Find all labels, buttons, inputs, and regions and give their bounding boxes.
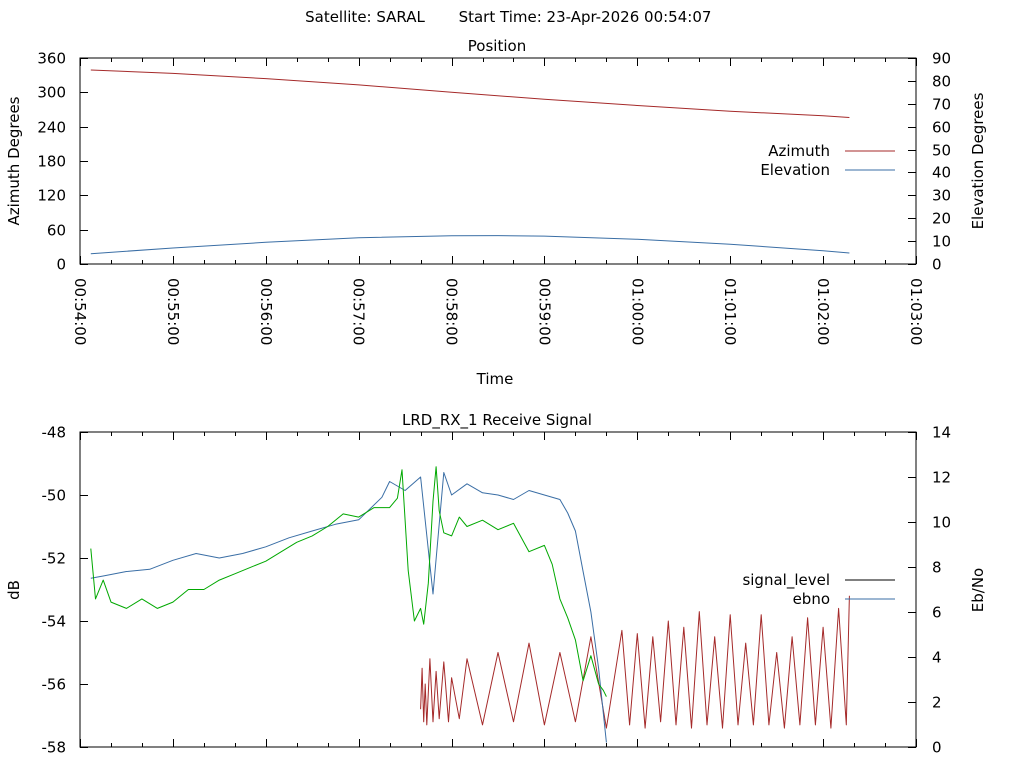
position-axes: 00:54:00 00:55:00 00:56:00 00:57:00 00:58:00… (37, 50, 951, 346)
satellite-label: Satellite: SARAL (305, 8, 425, 26)
receive-series (90, 466, 850, 743)
azimuth-axis-label: Azimuth Degrees (5, 96, 23, 225)
receive-series-2-line (90, 466, 607, 697)
position-x-tick-label: 01:01:00 (721, 278, 739, 345)
position-azimuth-line (90, 69, 850, 118)
position-legend: Azimuth Elevation (760, 142, 895, 179)
position-y2-tick-label: 60 (932, 119, 951, 137)
receive-y-tick-label: -52 (42, 550, 67, 568)
receive-y-tick-label: -48 (42, 424, 67, 442)
legend-azimuth-label: Azimuth (768, 142, 830, 160)
position-y2-tick-label: 70 (932, 96, 951, 114)
start-time-label: Start Time: 23-Apr-2026 00:54:07 (459, 8, 712, 26)
position-x-axis-label: Time (476, 370, 514, 388)
position-x-tick-label: 00:56:00 (257, 278, 275, 345)
position-y2-tick-label: 80 (932, 73, 951, 91)
elevation-axis-label: Elevation Degrees (969, 92, 987, 229)
position-chart: Position 00:54:00 00:55:00 00:56:00 00:57:0… (5, 37, 987, 388)
position-y2-tick-label: 10 (932, 233, 951, 251)
position-y2-tick-label: 50 (932, 142, 951, 160)
receive-y2-tick-label: 8 (932, 559, 942, 577)
position-y-tick-label: 300 (37, 84, 66, 102)
receive-y2-tick-label: 12 (932, 469, 951, 487)
receive-plot-frame (79, 431, 917, 748)
legend-elevation-label: Elevation (760, 161, 830, 179)
receive-y2-tick-label: 0 (932, 739, 942, 757)
receive-signal-chart: LRD_RX_1 Receive Signal -48-50-52-54-56-… (5, 411, 987, 757)
receive-y-tick-label: -50 (42, 487, 67, 505)
db-axis-label: dB (5, 580, 23, 600)
receive-y2-tick-label: 2 (932, 694, 942, 712)
position-y2-tick-label: 40 (932, 164, 951, 182)
position-x-tick-label: 00:57:00 (350, 278, 368, 345)
position-x-tick-label: 01:02:00 (814, 278, 832, 345)
position-y-tick-label: 120 (37, 187, 66, 205)
position-y2-tick-label: 30 (932, 187, 951, 205)
position-elevation-line (90, 235, 850, 255)
position-y2-tick-label: 0 (932, 256, 942, 274)
position-x-tick-label: 00:59:00 (535, 278, 553, 345)
position-x-tick-label: 00:54:00 (71, 278, 89, 345)
receive-y-tick-label: -56 (42, 676, 67, 694)
position-x-tick-label: 01:03:00 (907, 278, 925, 345)
receive-signal-chart-title: LRD_RX_1 Receive Signal (402, 411, 592, 430)
receive-y2-tick-label: 4 (932, 649, 942, 667)
position-x-tick-label: 01:00:00 (628, 278, 646, 345)
position-x-tick-label: 00:55:00 (164, 278, 182, 345)
position-y-tick-label: 240 (37, 119, 66, 137)
position-y2-tick-label: 20 (932, 210, 951, 228)
position-chart-title: Position (468, 37, 526, 55)
receive-y2-tick-label: 14 (932, 424, 951, 442)
legend-signal-level-label: signal_level (742, 571, 830, 590)
position-y-tick-label: 0 (56, 256, 66, 274)
legend-ebno-label: ebno (793, 590, 830, 608)
receive-signal-level-line (420, 595, 850, 729)
receive-y2-tick-label: 6 (932, 604, 942, 622)
position-y-tick-label: 360 (37, 50, 66, 68)
position-x-tick-label: 00:58:00 (443, 278, 461, 345)
position-y2-tick-label: 90 (932, 50, 951, 68)
position-y-tick-label: 180 (37, 153, 66, 171)
receive-axes: -48 -50 -52 -54 -56 -58 0 2 4 6 8 10 12 14 (42, 424, 952, 757)
receive-y-tick-label: -54 (42, 613, 67, 631)
receive-legend: signal_level ebno (742, 571, 895, 608)
receive-y2-tick-label: 10 (932, 514, 951, 532)
receive-ebno-line (90, 472, 607, 743)
position-y-tick-label: 60 (47, 222, 66, 240)
position-series (90, 69, 850, 255)
receive-y-tick-label: -58 (42, 739, 67, 757)
ebno-axis-label: Eb/No (969, 568, 987, 612)
